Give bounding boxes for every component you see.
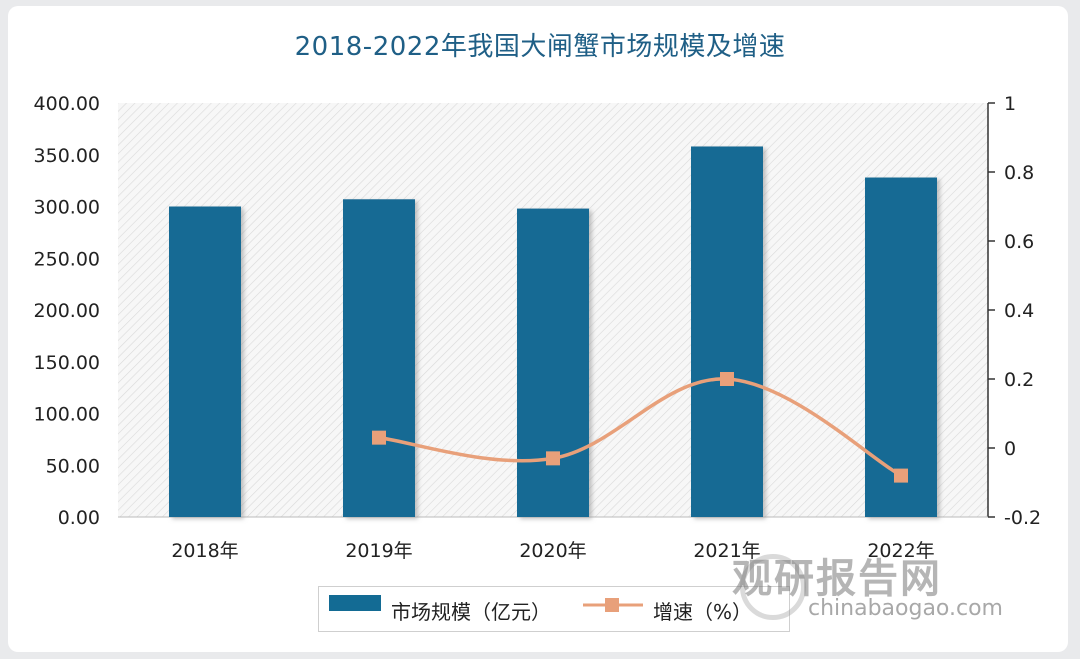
growth-point: [894, 468, 908, 483]
legend-bar-label: 市场规模（亿元）: [391, 600, 551, 624]
left-axis-tick-label: 100.00: [34, 404, 100, 426]
left-axis-tick-label: 400.00: [34, 93, 100, 115]
left-axis-tick-label: 350.00: [34, 145, 100, 167]
x-axis-tick-label: 2022年: [867, 540, 934, 562]
left-axis-tick-label: 200.00: [34, 300, 100, 322]
growth-point: [546, 451, 560, 466]
right-axis-tick-label: 0.6: [1004, 231, 1034, 253]
right-axis-tick-label: 0.2: [1004, 369, 1034, 391]
legend-line-swatch: [583, 598, 643, 612]
left-axis-tick-label: 250.00: [34, 248, 100, 270]
chart-title: 2018-2022年我国大闸蟹市场规模及增速: [294, 32, 786, 62]
legend-line-label: 增速（%）: [653, 600, 753, 624]
bar: [517, 208, 589, 517]
left-axis-tick-label: 0.00: [58, 507, 100, 529]
line-group: [372, 372, 908, 483]
right-axis-tick-label: 0.4: [1004, 300, 1034, 322]
axes: 0.00 50.00 100.00 150.00 200.00 250.00 300.00 3…: [34, 93, 1042, 562]
watermark-logo-icon: [740, 554, 806, 620]
right-axis-tick-label: 0.8: [1004, 162, 1034, 184]
watermark-sub: chinabaogao.com: [808, 596, 1003, 621]
growth-point: [720, 372, 734, 386]
right-axis-tick-label: -0.2: [1004, 507, 1041, 529]
bar: [169, 206, 241, 517]
x-axis-tick-label: 2018年: [171, 540, 238, 562]
left-axis-tick-label: 150.00: [34, 352, 100, 374]
bar: [691, 146, 763, 517]
growth-point: [372, 430, 386, 445]
bar: [865, 177, 937, 517]
left-axis-tick-label: 300.00: [34, 197, 100, 219]
legend: 市场规模（亿元） 增速（%）: [318, 586, 790, 632]
right-axis-tick-label: 1: [1004, 93, 1016, 115]
legend-bar-swatch: [329, 595, 381, 611]
left-axis-tick-label: 50.00: [46, 455, 100, 477]
x-axis-tick-label: 2021年: [693, 540, 760, 562]
bar: [343, 199, 415, 517]
watermark-brand: 观研报告网: [732, 556, 942, 602]
x-axis-tick-label: 2020年: [519, 540, 586, 562]
right-axis-tick-label: 0: [1004, 438, 1016, 460]
bars-group: [169, 146, 937, 517]
growth-line: [378, 377, 902, 478]
x-axis-tick-label: 2019年: [345, 540, 412, 562]
